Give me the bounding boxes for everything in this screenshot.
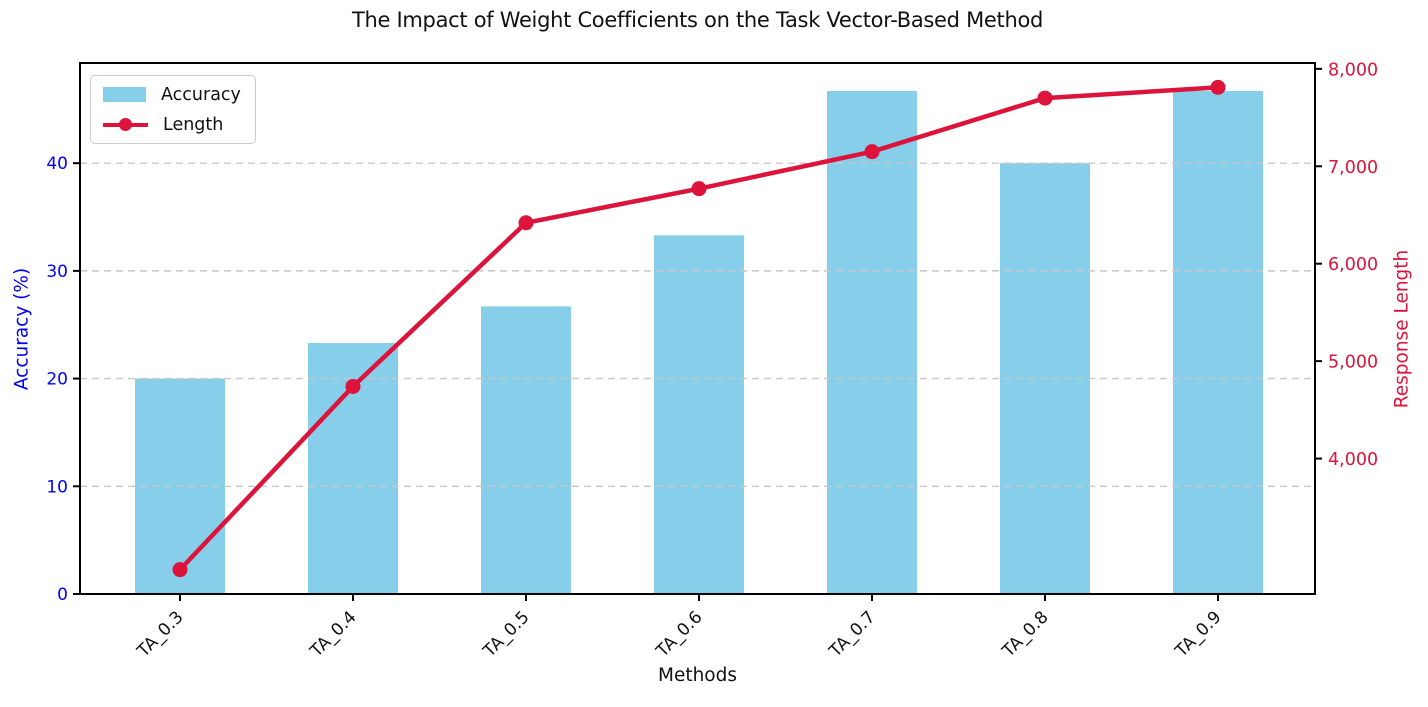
xtick-label-TA_0.6: TA_0.6 [652,607,707,662]
legend-item-length: Length [103,114,241,135]
length-marker-TA_0.6 [691,181,707,197]
axes-spines [79,62,1316,595]
y-axis-label-right: Response Length [1391,249,1413,409]
xtick-label-TA_0.8: TA_0.8 [998,607,1053,662]
bar-TA_0.6 [654,235,744,595]
xtick-label-TA_0.5: TA_0.5 [479,607,534,662]
length-marker-sample [119,118,132,131]
ytick-label-right-6000: 6,000 [1328,255,1378,275]
length-line-swatch-icon [103,117,148,132]
length-marker-TA_0.5 [518,215,534,231]
length-marker-TA_0.3 [172,562,188,578]
bar-TA_0.9 [1173,91,1263,594]
ytick-label-left-10: 10 [46,477,68,497]
length-marker-TA_0.4 [345,378,361,394]
ytick-label-right-7000: 7,000 [1328,158,1378,178]
x-axis-label: Methods [657,665,738,686]
ytick-label-right-8000: 8,000 [1328,60,1378,80]
accuracy-bar-swatch-icon [103,87,146,102]
length-marker-TA_0.8 [1037,90,1053,106]
xtick-label-TA_0.9: TA_0.9 [1171,607,1226,662]
legend-item-accuracy: Accuracy [103,84,241,105]
xtick-label-TA_0.4: TA_0.4 [306,607,361,662]
ytick-label-left-20: 20 [46,370,68,390]
y-axis-label-left: Accuracy (%) [11,267,33,391]
xtick-label-TA_0.3: TA_0.3 [133,607,188,662]
length-marker-TA_0.9 [1210,79,1226,95]
bar-TA_0.5 [481,306,571,594]
ytick-label-right-4000: 4,000 [1328,450,1378,470]
ytick-label-left-30: 30 [46,262,68,282]
chart-title: The Impact of Weight Coefficients on the… [351,8,1044,32]
legend-label-length: Length [163,114,224,135]
length-marker-TA_0.7 [864,144,880,160]
xtick-label-TA_0.7: TA_0.7 [825,607,880,662]
ytick-label-left-0: 0 [57,585,68,605]
bar-TA_0.7 [827,91,917,594]
legend: Accuracy Length [90,75,256,144]
ytick-label-right-5000: 5,000 [1328,353,1378,373]
legend-label-accuracy: Accuracy [161,84,241,105]
ytick-label-left-40: 40 [46,154,68,174]
